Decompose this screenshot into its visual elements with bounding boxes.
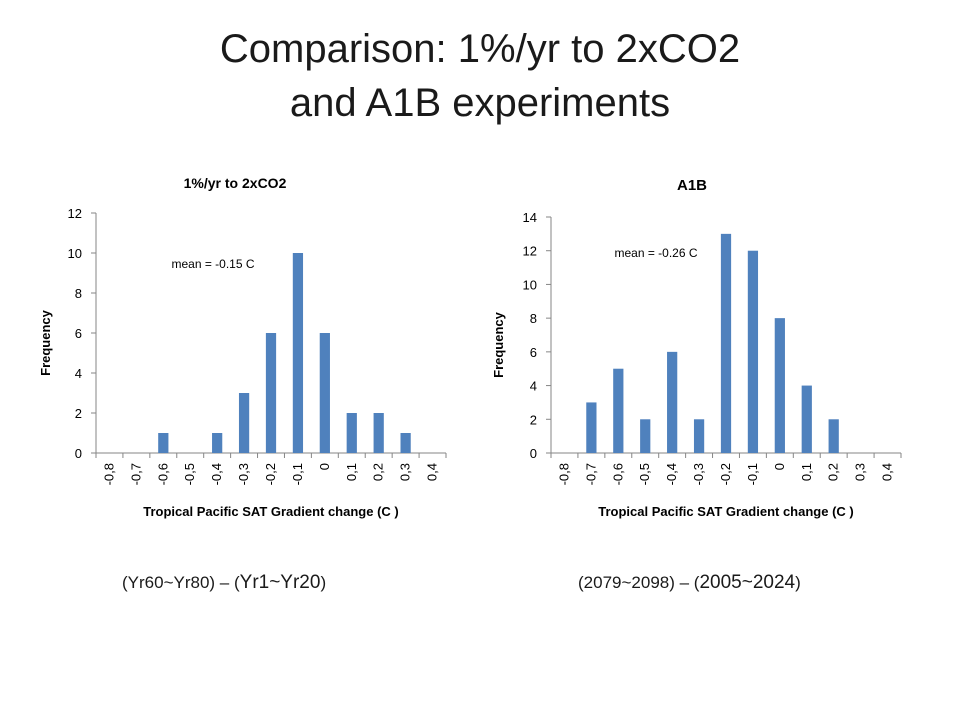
chart2-y-tick-label: 14 (523, 210, 537, 225)
chart2-y-axis-title: Frequency (491, 311, 506, 378)
chart2-y-tick-label: 6 (530, 345, 537, 360)
chart1-x-tick-label: 0,4 (425, 463, 440, 481)
chart1-mean-annotation: mean = -0.15 C (171, 257, 254, 271)
chart1-x-tick-label: -0,2 (263, 463, 278, 485)
chart1-x-tick-label: -0,4 (209, 463, 224, 485)
chart2-bar (747, 250, 759, 453)
chart1-y-tick-label: 8 (75, 286, 82, 301)
chart1-y-tick-label: 6 (75, 326, 82, 341)
slide-title-line2: and A1B experiments (289, 81, 671, 125)
chart1-y-tick-label: 2 (75, 406, 82, 421)
chart1-x-tick-label: -0,6 (155, 463, 170, 485)
chart2-x-tick-label: -0,6 (610, 463, 625, 485)
chart2-x-tick-label: -0,4 (664, 463, 679, 485)
caption-1pct-part1: (Yr60~Yr80) – ( (122, 573, 240, 592)
caption-1pct-period: (Yr60~Yr80) – (Yr1~Yr20) (122, 572, 326, 594)
histogram-a1b-chart: A1B 0 2 4 6 8 10 12 14 -0,8 -0,7 -0,6 -0,5 -0,4 -0,3 -0… (491, 177, 902, 519)
slide-title-line1: Comparison: 1%/yr to 2xCO2 (219, 27, 741, 71)
chart1-y-axis-title: Frequency (38, 309, 53, 376)
chart2-bar (586, 402, 597, 453)
chart1-x-tick-label: -0,1 (290, 463, 305, 485)
chart2-bar (640, 419, 651, 453)
chart1-x-axis-title: Tropical Pacific SAT Gradient change (C … (143, 504, 398, 519)
chart2-bar (667, 351, 678, 453)
chart1-x-tick-label: 0 (317, 463, 332, 470)
chart2-x-tick-label: -0,2 (718, 463, 733, 485)
chart1-bar (238, 393, 250, 453)
chart2-bar (720, 233, 732, 453)
chart2-y-tick-label: 4 (530, 379, 537, 394)
chart2-x-tick-label: -0,3 (691, 463, 706, 485)
chart2-y-tick-label: 8 (530, 311, 537, 326)
chart2-x-tick-label: 0 (772, 463, 787, 470)
chart2-x-axis-title: Tropical Pacific SAT Gradient change (C … (598, 504, 853, 519)
chart2-title: A1B (677, 177, 707, 194)
chart1-y-tick-label: 12 (68, 206, 82, 221)
chart2-x-tick-label: 0,1 (799, 463, 814, 481)
chart1-x-tick-label: 0,3 (398, 463, 413, 481)
chart2-x-tick-label: -0,1 (745, 463, 760, 485)
chart1-bar (265, 333, 277, 453)
chart1-bar (292, 253, 304, 453)
chart1-x-tick-label: 0,2 (371, 463, 386, 481)
chart2-bar (693, 419, 705, 453)
chart2-y-tick-label: 10 (523, 277, 537, 292)
chart2-x-tick-label: 0,4 (880, 463, 895, 481)
chart1-y-tick-label: 4 (75, 366, 82, 381)
chart2-y-tick-label: 0 (530, 446, 537, 461)
chart1-y-tick-label: 10 (68, 246, 82, 261)
chart2-x-tick-label: -0,8 (556, 463, 571, 485)
chart1-y-tick-label: 0 (75, 446, 82, 461)
chart1-bar (373, 413, 384, 453)
caption-a1b-part2: 2005~2024 (699, 572, 796, 593)
chart1-x-tick-label: -0,7 (128, 463, 143, 485)
chart1-title: 1%/yr to 2xCO2 (184, 175, 287, 191)
chart2-x-tick-label: -0,7 (583, 463, 598, 485)
caption-1pct-part2: Yr1~Yr20 (239, 572, 321, 593)
chart2-bar (801, 385, 812, 453)
chart2-y-tick-label: 2 (530, 412, 537, 427)
chart1-bar (319, 333, 330, 453)
caption-a1b-period: (2079~2098) – (2005~2024) (578, 572, 801, 594)
chart2-bar (828, 419, 839, 453)
chart1-x-tick-label: -0,8 (101, 463, 116, 485)
slide-title: Comparison: 1%/yr to 2xCO2 and A1B exper… (0, 22, 960, 130)
chart1-bar (400, 433, 411, 453)
chart2-bar (613, 368, 624, 453)
chart2-x-tick-label: 0,2 (826, 463, 841, 481)
chart1-x-tick-label: 0,1 (344, 463, 359, 481)
chart1-bar (212, 433, 223, 453)
chart2-x-tick-label: 0,3 (853, 463, 868, 481)
chart1-bar (158, 433, 169, 453)
caption-1pct-part3: ) (320, 573, 327, 592)
chart1-x-tick-label: -0,3 (236, 463, 251, 485)
chart2-x-tick-label: -0,5 (637, 463, 652, 485)
chart1-bar (346, 413, 357, 453)
chart2-mean-annotation: mean = -0.26 C (614, 246, 697, 260)
caption-a1b-part3: ) (795, 573, 801, 592)
chart2-bar (774, 318, 785, 453)
caption-a1b-part1: (2079~2098) – ( (578, 573, 700, 592)
chart2-y-tick-label: 12 (523, 244, 537, 259)
chart1-x-tick-label: -0,5 (182, 463, 197, 485)
